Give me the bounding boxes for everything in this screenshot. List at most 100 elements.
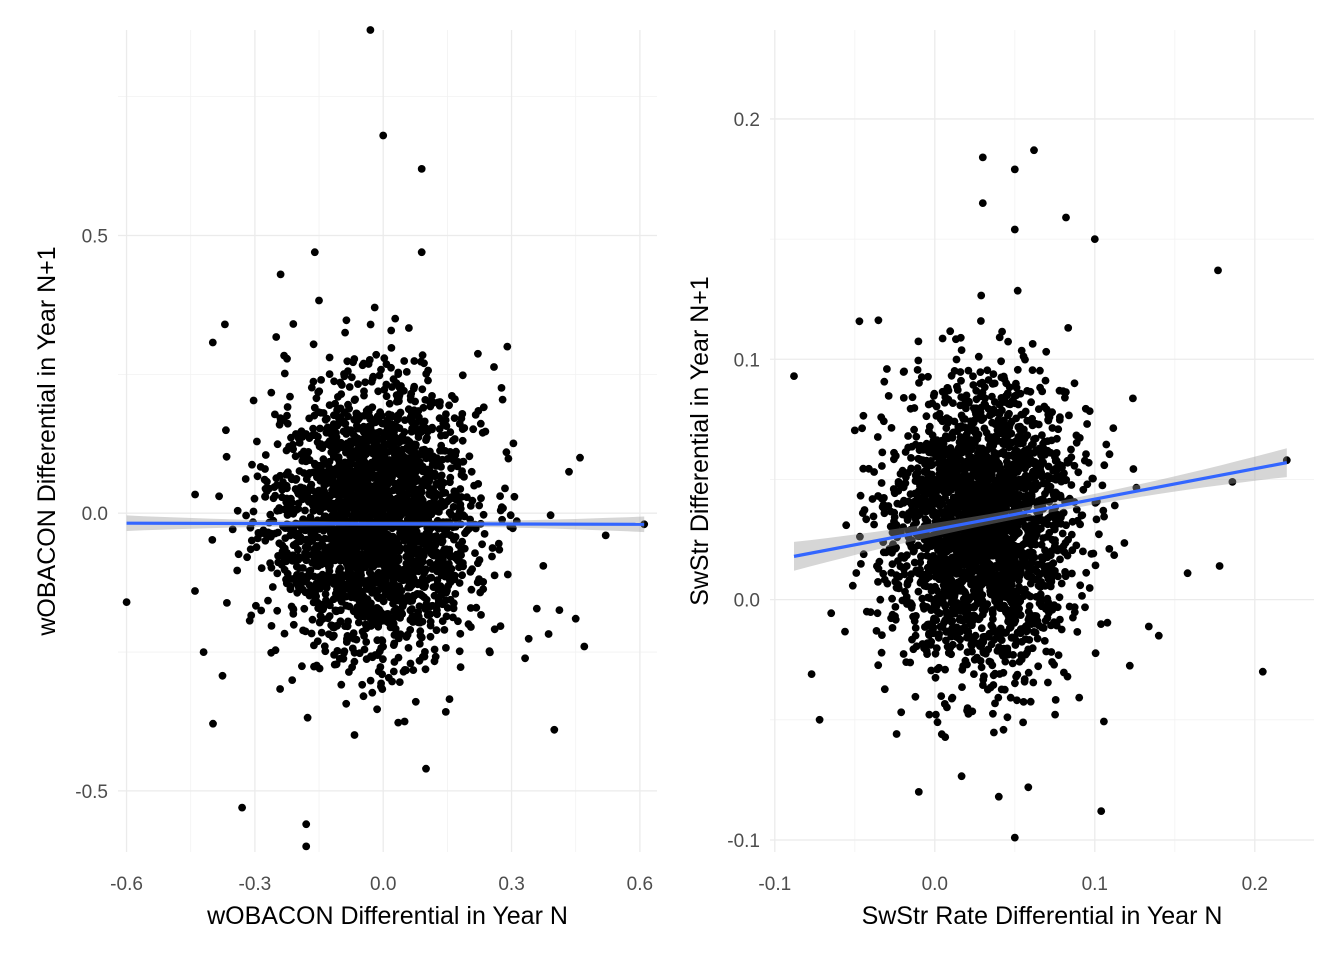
left-data-point: [312, 661, 321, 670]
left-data-point: [317, 553, 326, 562]
left-data-point: [418, 582, 427, 591]
left-data-point: [355, 538, 364, 547]
left-data-point: [458, 458, 467, 466]
left-data-point: [391, 504, 399, 512]
left-data-point: [342, 316, 351, 325]
left-data-point: [364, 464, 373, 473]
right-data-point: [997, 357, 1005, 366]
right-data-point: [989, 615, 997, 623]
left-data-point: [365, 356, 374, 364]
left-data-point: [414, 618, 423, 627]
left-data-point: [580, 642, 589, 651]
left-data-point: [350, 657, 359, 666]
left-data-point: [377, 571, 386, 580]
left-data-point: [375, 555, 383, 563]
left-data-point: [438, 537, 447, 546]
left-data-point: [238, 803, 247, 812]
left-data-point: [391, 595, 399, 603]
left-data-point: [293, 588, 302, 597]
right-data-point: [934, 633, 943, 642]
right-data-point: [1103, 618, 1112, 627]
right-data-point: [910, 546, 918, 555]
left-y-tick-label: 0.0: [82, 504, 108, 525]
right-data-point: [1021, 502, 1030, 511]
left-data-point: [356, 445, 365, 454]
left-data-point: [302, 820, 311, 829]
left-data-point: [446, 508, 454, 517]
right-data-point: [1026, 387, 1035, 396]
left-data-point: [257, 564, 266, 572]
right-data-point: [1015, 475, 1023, 484]
left-data-point: [330, 580, 338, 588]
left-data-point: [292, 430, 300, 438]
left-data-point: [368, 688, 377, 697]
right-data-point: [877, 479, 886, 487]
left-data-point: [442, 612, 451, 621]
right-data-point: [920, 604, 928, 613]
left-data-point: [396, 388, 405, 396]
left-data-point: [418, 351, 427, 360]
left-data-point: [458, 371, 467, 380]
right-data-point: [874, 316, 883, 325]
left-data-point: [342, 531, 350, 540]
left-data-point: [453, 461, 461, 470]
right-data-point: [1038, 387, 1047, 396]
left-data-point: [459, 562, 467, 571]
left-data-point: [302, 842, 311, 851]
left-data-point: [246, 523, 255, 532]
left-data-point: [294, 545, 302, 554]
left-data-point: [266, 510, 275, 519]
left-data-point: [445, 548, 453, 557]
right-data-point: [1070, 379, 1079, 388]
left-data-point: [389, 486, 398, 495]
left-data-point: [328, 474, 337, 482]
left-data-point: [313, 637, 322, 646]
left-data-point: [428, 601, 437, 610]
left-data-point: [256, 463, 265, 471]
left-data-point: [412, 419, 420, 427]
left-data-point: [360, 601, 368, 609]
left-data-point: [400, 717, 409, 726]
left-data-point: [398, 610, 407, 618]
left-data-point: [456, 485, 465, 493]
left-data-point: [336, 464, 345, 473]
left-data-point: [496, 492, 504, 500]
left-data-point: [321, 415, 330, 424]
left-data-point: [477, 494, 485, 503]
left-data-point: [449, 503, 458, 511]
left-data-point: [305, 591, 314, 600]
left-data-point: [391, 314, 400, 323]
left-data-point: [222, 426, 230, 435]
left-data-point: [350, 648, 359, 657]
left-data-point: [363, 432, 371, 441]
left-data-point: [296, 483, 305, 492]
right-data-point: [942, 424, 951, 432]
right-data-point: [1063, 458, 1072, 467]
left-data-point: [314, 559, 323, 568]
left-data-point: [429, 398, 438, 407]
right-data-point: [957, 772, 966, 781]
left-data-point: [362, 506, 370, 515]
left-data-point: [441, 447, 449, 455]
left-data-point: [397, 593, 406, 602]
left-data-point: [330, 631, 338, 640]
left-data-point: [397, 510, 406, 519]
left-data-point: [291, 452, 300, 461]
left-data-point: [394, 718, 403, 727]
left-data-point: [347, 373, 356, 382]
left-data-point: [571, 614, 580, 623]
left-x-tick-label: -0.6: [110, 874, 143, 895]
right-data-point: [1021, 464, 1029, 473]
left-data-point: [341, 328, 349, 337]
left-data-point: [389, 667, 398, 676]
left-data-point: [405, 324, 413, 332]
right-data-point: [907, 599, 915, 608]
left-data-point: [435, 425, 444, 433]
left-data-point: [479, 510, 488, 519]
right-data-point: [942, 636, 950, 645]
right-data-point: [924, 372, 932, 381]
left-data-point: [550, 725, 559, 734]
left-data-point: [308, 558, 316, 567]
left-data-point: [474, 349, 482, 358]
left-data-point: [275, 539, 284, 548]
